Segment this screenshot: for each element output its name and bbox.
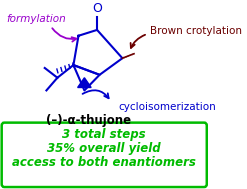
Text: access to both enantiomers: access to both enantiomers — [12, 156, 196, 169]
Text: (–)-α-thujone: (–)-α-thujone — [46, 114, 131, 127]
FancyBboxPatch shape — [2, 123, 207, 187]
Polygon shape — [78, 78, 91, 88]
Text: O: O — [92, 2, 102, 15]
Text: Brown crotylation: Brown crotylation — [150, 26, 242, 36]
Text: formylation: formylation — [7, 14, 66, 24]
Text: 35% overall yield: 35% overall yield — [47, 142, 161, 155]
Text: 3 total steps: 3 total steps — [62, 129, 146, 142]
Text: cycloisomerization: cycloisomerization — [118, 102, 216, 112]
